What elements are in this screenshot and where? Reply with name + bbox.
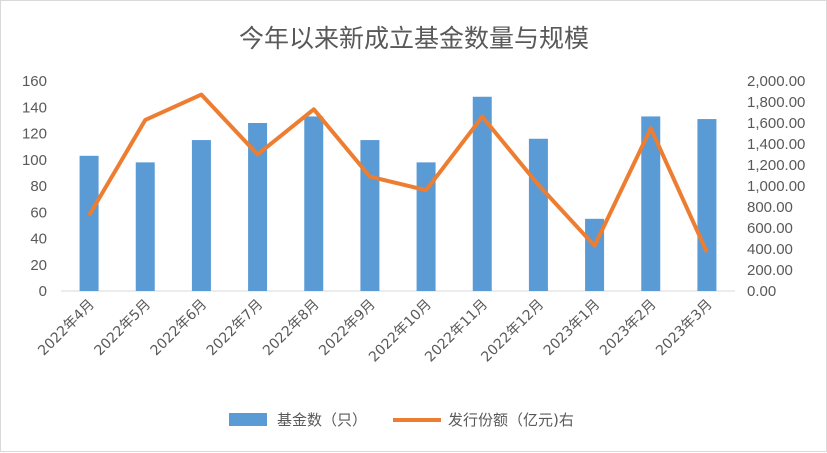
bar: [641, 116, 661, 291]
line-series: [87, 92, 709, 254]
bar: [528, 138, 548, 291]
y-left-tick-label: 60: [30, 204, 47, 221]
x-tick-label: 2022年8月: [260, 297, 323, 360]
legend-label-bar: 基金数（只）: [277, 411, 367, 429]
y-left-tick-label: 20: [30, 257, 47, 274]
x-tick-label: 2023年1月: [541, 297, 604, 360]
y-right-tick-label: 1,200.00: [747, 157, 805, 174]
x-tick-label: 2022年5月: [91, 297, 154, 360]
chart-title: 今年以来新成立基金数量与规模: [239, 24, 589, 53]
y-right-tick-label: 800.00: [747, 199, 793, 216]
x-tick-label: 2023年3月: [653, 297, 716, 360]
y-left-tick-label: 140: [22, 99, 47, 116]
bar: [248, 123, 268, 291]
legend-swatch-bar: [229, 413, 267, 426]
x-tick-label: 2023年2月: [597, 297, 660, 360]
bar: [135, 162, 155, 291]
category-labels: 2022年4月2022年5月2022年6月2022年7月2022年8月2022年…: [35, 297, 715, 366]
bar: [697, 119, 717, 291]
y-right-tick-label: 400.00: [747, 241, 793, 258]
x-tick-label: 2022年7月: [204, 297, 267, 360]
y-left-tick-label: 0: [39, 283, 47, 300]
x-tick-label: 2022年4月: [35, 297, 98, 360]
right-axis: 0.00 200.00 400.00 600.00 800.00 1,000.00 1,20…: [747, 73, 805, 300]
bar: [416, 162, 436, 291]
y-left-tick-label: 100: [22, 152, 47, 169]
y-right-tick-label: 1,400.00: [747, 136, 805, 153]
y-right-tick-label: 1,000.00: [747, 178, 805, 195]
left-axis: 0 20 40 60 80 100 120 140 160: [22, 73, 47, 300]
bar: [191, 140, 211, 291]
y-left-tick-label: 80: [30, 178, 47, 195]
bar: [360, 140, 380, 291]
y-left-tick-label: 120: [22, 126, 47, 143]
bar: [472, 96, 492, 291]
y-right-tick-label: 600.00: [747, 220, 793, 237]
bar: [304, 116, 324, 291]
y-right-tick-label: 0.00: [747, 283, 776, 300]
legend-label-line: 发行份额（亿元)右: [448, 411, 574, 429]
y-right-tick-label: 1,600.00: [747, 115, 805, 132]
y-left-tick-label: 160: [22, 73, 47, 90]
legend: 基金数（只） 发行份额（亿元)右: [229, 411, 574, 429]
bar: [79, 155, 99, 291]
y-right-tick-label: 200.00: [747, 262, 793, 279]
y-left-tick-label: 40: [30, 231, 47, 248]
x-tick-label: 2022年6月: [148, 297, 211, 360]
y-right-tick-label: 2,000.00: [747, 73, 805, 90]
y-right-tick-label: 1,800.00: [747, 94, 805, 111]
